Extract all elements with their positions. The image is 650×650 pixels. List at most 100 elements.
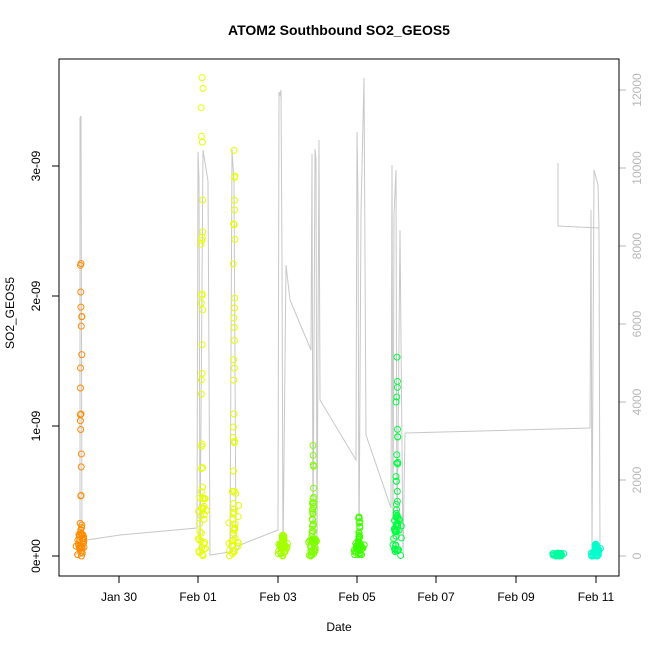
data-point (356, 518, 364, 526)
data-point (198, 544, 206, 552)
data-point (392, 510, 400, 518)
data-point (230, 548, 238, 556)
data-point (198, 464, 206, 472)
data-point (76, 519, 84, 527)
data-point (78, 313, 86, 321)
y-tick-label: 1e-09 (29, 410, 43, 441)
y-tick-label: 0e+00 (29, 539, 43, 573)
data-point (77, 492, 85, 500)
x-tick-label: Jan 30 (101, 590, 137, 604)
data-point (76, 529, 84, 537)
data-point (77, 322, 85, 330)
data-point (354, 546, 362, 554)
data-point-max (230, 146, 238, 154)
data-point (393, 451, 401, 459)
data-point-max (554, 549, 562, 557)
data-point (235, 501, 243, 509)
data-point (77, 463, 85, 471)
data-point (201, 495, 209, 503)
data-point (199, 483, 207, 491)
data-point (230, 324, 238, 332)
data-point (78, 351, 86, 359)
data-point (76, 411, 84, 419)
data-point (308, 551, 316, 559)
data-point (309, 451, 317, 459)
data-point (79, 536, 87, 544)
data-point (229, 356, 237, 364)
data-point (355, 534, 363, 542)
y2-tick-label: 12000 (630, 73, 644, 107)
data-point (230, 410, 238, 418)
x-tick-label: Feb 05 (338, 590, 376, 604)
data-point (231, 173, 239, 181)
data-point (393, 383, 401, 391)
data-point (229, 433, 237, 441)
data-point (198, 341, 206, 349)
data-point (393, 506, 401, 514)
data-point (230, 529, 238, 537)
data-point (309, 461, 317, 469)
y2-tick-label: 10000 (630, 151, 644, 185)
data-point (310, 484, 318, 492)
data-point (230, 314, 238, 322)
data-point (199, 196, 207, 204)
data-point (392, 500, 400, 508)
data-point (309, 509, 317, 517)
data-point (197, 487, 205, 495)
data-point (392, 477, 400, 485)
plot-frame (58, 58, 620, 577)
data-point (196, 528, 204, 536)
data-point (198, 234, 206, 242)
data-point (308, 527, 316, 535)
data-point (308, 515, 316, 523)
data-point (197, 537, 205, 545)
data-point (393, 487, 401, 495)
data-point (309, 495, 317, 503)
data-point (228, 487, 236, 495)
data-point (77, 425, 85, 433)
data-point (226, 552, 234, 560)
chart-title: ATOM2 Southbound SO2_GEOS5 (228, 22, 450, 38)
data-point (77, 288, 85, 296)
data-point (307, 547, 315, 555)
data-point (198, 236, 206, 244)
data-point (229, 260, 237, 268)
data-point (77, 410, 85, 418)
data-point (198, 369, 206, 377)
y2-tick-label: 2000 (630, 466, 644, 493)
data-point (392, 398, 400, 406)
data-point (231, 294, 239, 302)
data-point (393, 393, 401, 401)
series-points (549, 549, 568, 560)
data-point (231, 520, 239, 528)
data-point (231, 196, 239, 204)
data-point (230, 364, 238, 372)
axes: Jan 30 Feb 01 Feb 03 Feb 05 Feb 07 Feb 09 Feb … (29, 73, 644, 604)
data-point (78, 521, 86, 529)
data-point (393, 459, 401, 467)
data-point (197, 529, 205, 537)
data-point (197, 299, 205, 307)
series-points (305, 442, 320, 560)
series-points (274, 531, 291, 560)
data-point (230, 304, 238, 312)
data-point (197, 442, 205, 450)
data-point (395, 526, 403, 534)
altitude-line (73, 77, 601, 557)
data-point (77, 450, 85, 458)
data-point (197, 240, 205, 248)
data-point (197, 390, 205, 398)
data-point (234, 542, 242, 550)
data-point (230, 487, 238, 495)
data-point (394, 425, 402, 433)
y-axis-label: SO2_GEOS5 (3, 277, 17, 349)
series-points (587, 540, 604, 560)
data-point (393, 547, 401, 555)
altitude-trace (73, 77, 601, 557)
x-tick-label: Feb 03 (259, 590, 297, 604)
data-point-max (77, 260, 85, 267)
data-point (308, 548, 316, 556)
data-point (77, 526, 85, 534)
data-point (392, 532, 400, 540)
